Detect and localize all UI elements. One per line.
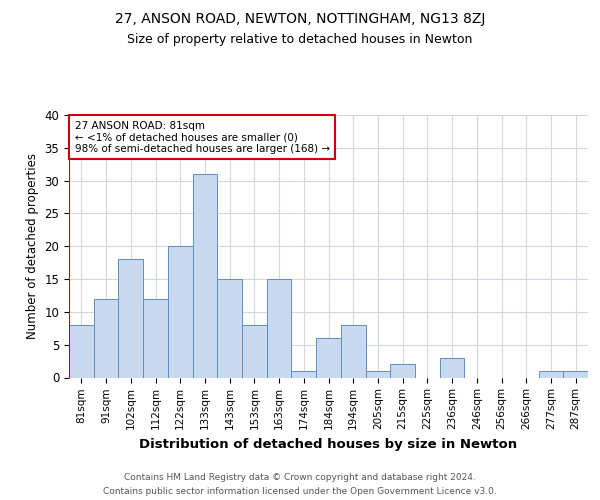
- Y-axis label: Number of detached properties: Number of detached properties: [26, 153, 39, 339]
- Bar: [563, 371, 588, 378]
- Text: 27 ANSON ROAD: 81sqm
← <1% of detached houses are smaller (0)
98% of semi-detach: 27 ANSON ROAD: 81sqm ← <1% of detached h…: [74, 120, 329, 154]
- Bar: [193, 174, 217, 378]
- X-axis label: Distribution of detached houses by size in Newton: Distribution of detached houses by size …: [139, 438, 518, 450]
- Text: Contains HM Land Registry data © Crown copyright and database right 2024.: Contains HM Land Registry data © Crown c…: [124, 472, 476, 482]
- Bar: [94, 298, 118, 378]
- Bar: [292, 371, 316, 378]
- Text: Contains public sector information licensed under the Open Government Licence v3: Contains public sector information licen…: [103, 488, 497, 496]
- Text: 27, ANSON ROAD, NEWTON, NOTTINGHAM, NG13 8ZJ: 27, ANSON ROAD, NEWTON, NOTTINGHAM, NG13…: [115, 12, 485, 26]
- Bar: [242, 325, 267, 378]
- Bar: [168, 246, 193, 378]
- Bar: [69, 325, 94, 378]
- Bar: [118, 260, 143, 378]
- Bar: [217, 279, 242, 378]
- Bar: [390, 364, 415, 378]
- Text: Size of property relative to detached houses in Newton: Size of property relative to detached ho…: [127, 32, 473, 46]
- Bar: [539, 371, 563, 378]
- Bar: [440, 358, 464, 378]
- Bar: [267, 279, 292, 378]
- Bar: [341, 325, 365, 378]
- Bar: [143, 298, 168, 378]
- Bar: [365, 371, 390, 378]
- Bar: [316, 338, 341, 378]
